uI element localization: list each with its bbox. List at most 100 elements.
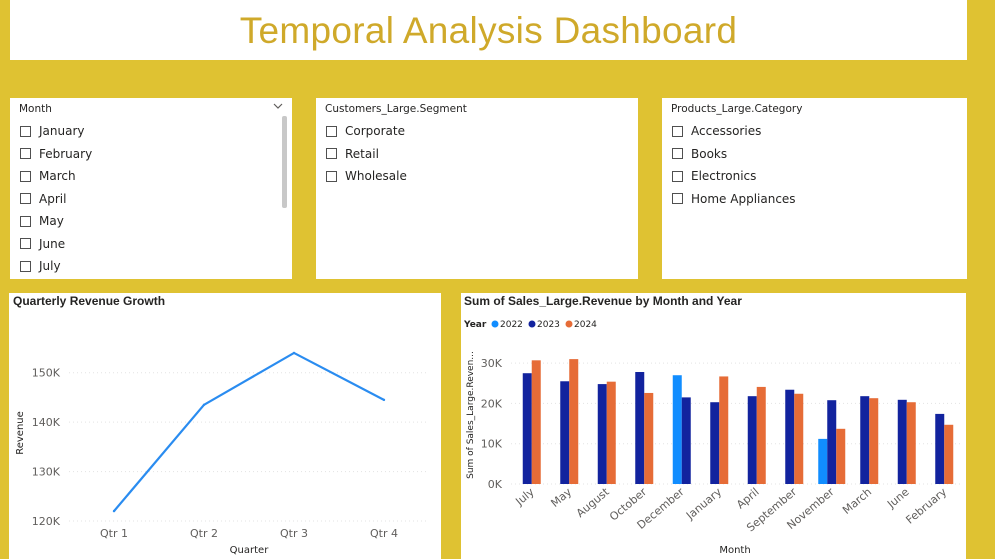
legend-label: 2022 [500,320,523,330]
x-tick-label: January [683,485,724,523]
x-tick-label: March [840,485,874,517]
bar-2024 [644,392,654,484]
checkbox[interactable] [326,170,337,182]
x-tick-label: Qtr 1 [100,527,128,540]
y-tick-label: 20K [481,397,503,410]
slicer-item[interactable]: Corporate [326,120,407,143]
bar-2024 [531,360,541,484]
x-tick-label: May [548,485,574,510]
bar-2023 [681,397,691,484]
x-tick-label: Qtr 2 [190,527,218,540]
checkbox[interactable] [20,238,31,250]
checkbox[interactable] [20,260,31,272]
y-tick-label: 30K [481,357,503,370]
slicer-scrollbar[interactable] [282,116,287,208]
slicer-item-label: Accessories [691,124,762,139]
segment-slicer-header: Customers_Large.Segment [325,103,467,115]
legend-label: 2024 [574,320,597,330]
bar-2024 [756,386,766,484]
legend-marker [491,320,499,328]
segment-slicer: Customers_Large.Segment Corporate Retail W… [316,98,638,279]
slicer-item-label: May [39,214,64,229]
bar-2023 [935,413,945,484]
checkbox[interactable] [326,148,337,160]
slicer-item[interactable]: January [20,120,92,143]
bar-chart[interactable]: Year 2022 2023 2024 0K 10K 20K 30K July May August… [461,293,966,559]
checkbox[interactable] [20,125,31,137]
quarterly-revenue-panel: Quarterly Revenue Growth 120K 130K 140K 150… [9,293,441,559]
slicer-item[interactable]: Books [672,143,796,166]
checkbox[interactable] [20,215,31,227]
slicer-item[interactable]: Retail [326,143,407,166]
bar-2022 [672,375,682,484]
slicer-item[interactable]: June [20,233,92,256]
y-axis-label: Revenue [15,411,26,455]
x-tick-label: April [734,485,762,511]
bar-chart-title: Sum of Sales_Large.Revenue by Month and … [464,294,742,308]
data-point [292,351,296,355]
y-tick-label: 130K [32,466,61,479]
checkbox[interactable] [672,193,683,205]
revenue-by-month-panel: Sum of Sales_Large.Revenue by Month and … [461,293,966,559]
legend-marker [528,320,536,328]
month-slicer-list: January February March April May June July [20,120,92,278]
data-point [202,403,206,407]
data-point [112,509,116,513]
slicer-item-label: April [39,191,67,206]
slicer-item[interactable]: Electronics [672,165,796,188]
slicer-item-label: January [39,124,85,139]
bar-2023 [560,381,570,484]
month-slicer-header: Month [19,103,52,115]
y-axis-label: Sum of Sales_Large.Reven... [466,351,476,479]
bar-2023 [597,384,607,484]
slicer-item[interactable]: Home Appliances [672,188,796,211]
checkbox[interactable] [20,170,31,182]
x-axis-label: Month [719,545,750,556]
slicer-item-label: Corporate [345,124,405,139]
slicer-item[interactable]: July [20,255,92,278]
title-banner: Temporal Analysis Dashboard [10,0,967,60]
category-slicer: Products_Large.Category Accessories Books… [662,98,967,279]
bar-2024 [906,402,916,484]
y-tick-label: 10K [481,438,503,451]
bar-2023 [785,389,795,484]
bar-2022 [818,438,828,484]
bar-2024 [569,359,579,484]
bar-2023 [860,396,870,484]
bar-2024 [719,376,729,484]
x-tick-label: Qtr 3 [280,527,308,540]
checkbox[interactable] [672,125,683,137]
line-chart-title: Quarterly Revenue Growth [13,294,166,308]
checkbox[interactable] [672,170,683,182]
checkbox[interactable] [20,148,31,160]
slicer-item-label: March [39,169,76,184]
y-tick-label: 150K [32,367,61,380]
chevron-down-icon[interactable] [273,102,283,110]
slicer-item[interactable]: February [20,143,92,166]
slicer-item-label: July [39,259,61,274]
x-tick-label: June [884,485,912,511]
category-slicer-list: Accessories Books Electronics Home Applianc… [672,120,796,210]
slicer-item[interactable]: Wholesale [326,165,407,188]
data-point [382,398,386,402]
bar-2023 [710,402,720,484]
slicer-item[interactable]: April [20,188,92,211]
x-tick-label: Qtr 4 [370,527,398,540]
bar-2024 [869,398,879,484]
checkbox[interactable] [672,148,683,160]
checkbox[interactable] [326,125,337,137]
slicer-item[interactable]: May [20,210,92,233]
slicer-item-label: Books [691,146,728,161]
bar-2024 [836,428,846,484]
bar-2024 [944,424,954,484]
x-tick-label: February [903,485,949,527]
bar-2023 [635,372,645,484]
month-slicer: Month January February March April May June Ju… [10,98,292,279]
slicer-item[interactable]: Accessories [672,120,796,143]
checkbox[interactable] [20,193,31,205]
y-tick-label: 0K [488,478,503,491]
slicer-item-label: June [39,236,66,251]
bar-2023 [897,399,907,484]
slicer-item[interactable]: March [20,165,92,188]
